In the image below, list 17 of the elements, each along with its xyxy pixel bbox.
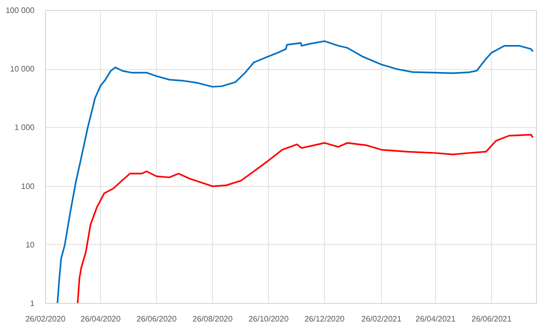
- y-tick-label: 1: [30, 299, 36, 308]
- line-series: [76, 134, 534, 304]
- line-series: [56, 40, 534, 304]
- y-tick-label: 100: [21, 182, 36, 191]
- x-tick-label: 26/02/2020: [25, 314, 66, 324]
- x-tick-label: 26/06/2020: [136, 314, 178, 324]
- x-tick-label: 26/06/2021: [472, 314, 512, 324]
- x-tick-label: 26/04/2021: [416, 314, 456, 324]
- y-tick-label: 10 000: [10, 64, 36, 74]
- x-tick-label: 26/04/2020: [80, 314, 122, 324]
- x-tick-label: 26/02/2021: [361, 314, 402, 324]
- y-tick-label: 1 000: [14, 123, 36, 132]
- y-tick-label: 10: [26, 240, 36, 250]
- x-tick-label: 26/08/2020: [192, 314, 234, 324]
- x-tick-label: 26/12/2020: [304, 314, 346, 324]
- y-tick-label: 100 000: [6, 6, 36, 15]
- x-tick-label: 26/10/2020: [248, 314, 290, 324]
